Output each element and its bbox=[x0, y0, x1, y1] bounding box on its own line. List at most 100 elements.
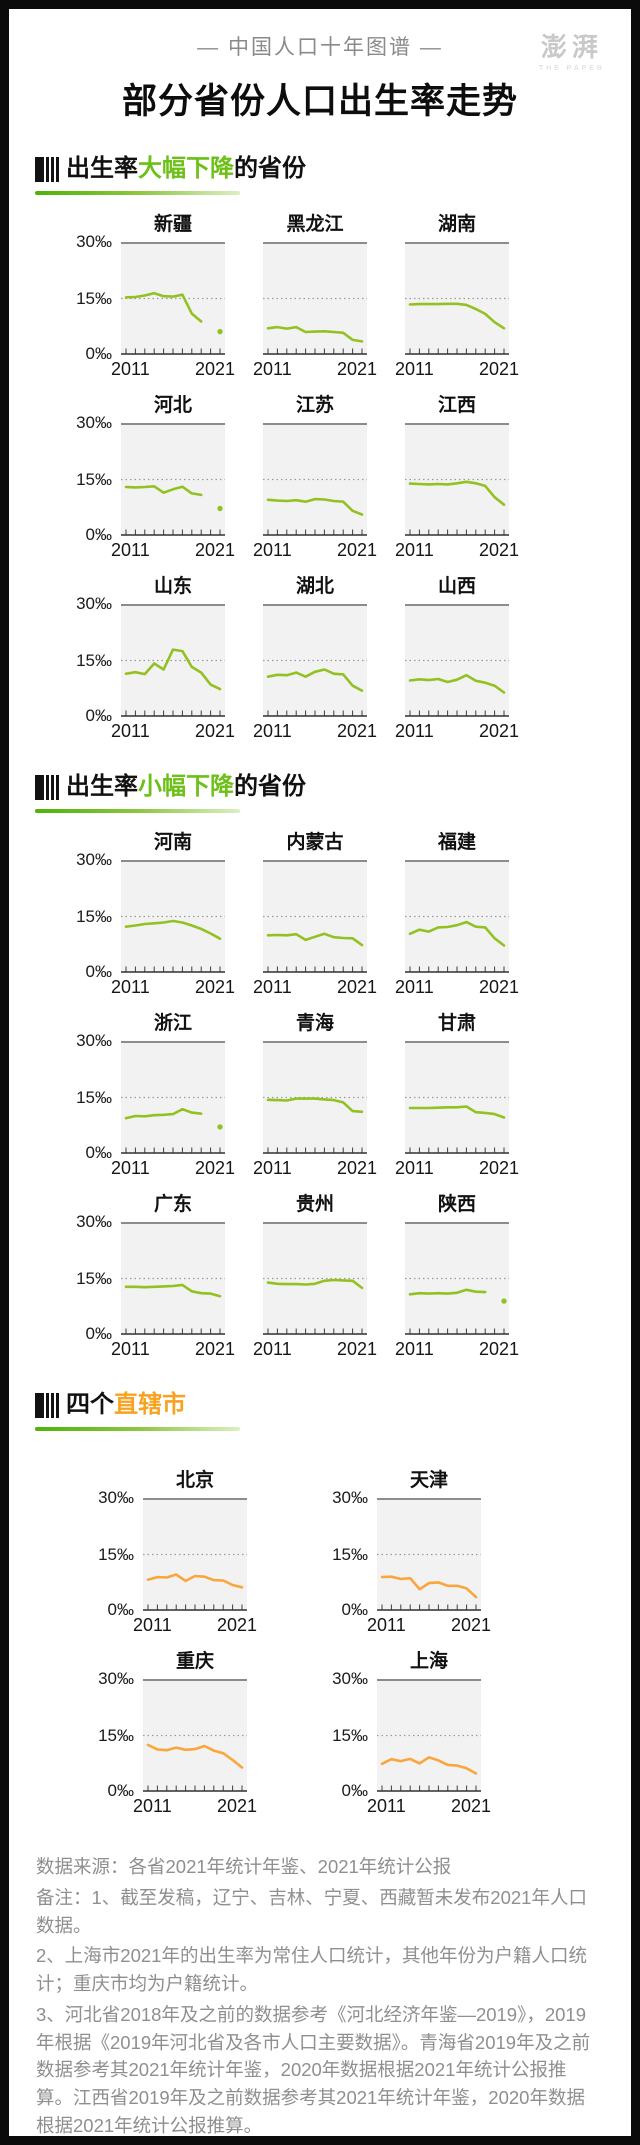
heading-suffix: 的省份 bbox=[234, 773, 306, 800]
heading-highlight: 小幅下降 bbox=[138, 773, 234, 800]
x-axis-labels: 2011 2021 bbox=[111, 540, 235, 560]
x-axis-labels: 2011 2021 bbox=[111, 721, 235, 741]
chart-title: 山西 bbox=[437, 576, 476, 597]
logo-subtitle: THE PAPER bbox=[538, 65, 605, 72]
chart-青海: 青海 2011 2021 bbox=[253, 1012, 377, 1179]
chart-河南: 河南 2011 2021 bbox=[111, 831, 235, 998]
x-axis-labels: 2011 2021 bbox=[253, 1158, 377, 1178]
chart-plot bbox=[121, 242, 225, 355]
chart-plot bbox=[121, 860, 225, 973]
chart-山东: 山东 2011 2021 bbox=[111, 575, 235, 742]
chart-title: 内蒙古 bbox=[286, 832, 344, 853]
chart-title: 新疆 bbox=[153, 214, 192, 235]
x-axis-labels: 2011 2021 bbox=[395, 721, 519, 741]
charts-grid-municipalities: 30‰ 15‰ 0‰ 北京 2011 2021 30‰ 15‰ 0‰ 天津 2011 2021 30… bbox=[9, 1469, 631, 1817]
chart-row: 30‰ 15‰ 0‰ 山东 2011 2021 湖北 2011 2021 山西 2011 202… bbox=[9, 575, 631, 742]
section-underline bbox=[35, 191, 240, 195]
section-underline bbox=[35, 809, 240, 813]
chart-title: 甘肃 bbox=[437, 1013, 476, 1034]
heading-highlight: 大幅下降 bbox=[138, 155, 234, 182]
chart-plot bbox=[405, 423, 509, 536]
x-axis-labels: 2011 2021 bbox=[253, 1339, 377, 1359]
chart-with-axis: 30‰ 15‰ 0‰ 北京 2011 2021 bbox=[85, 1469, 257, 1636]
section-heading-sharp-decline: 出生率 大幅下降 的省份 bbox=[35, 154, 631, 184]
chart-with-axis: 30‰ 15‰ 0‰ 上海 2011 2021 bbox=[319, 1650, 491, 1817]
chart-plot bbox=[263, 423, 367, 536]
chart-plot bbox=[377, 1498, 481, 1611]
footer-note-1: 备注：1、截至发稿，辽宁、吉林、宁夏、西藏暂未发布2021年人口数据。 bbox=[36, 1886, 587, 1936]
chart-row: 30‰ 15‰ 0‰ 浙江 2011 2021 青海 2011 2021 甘肃 2011 202… bbox=[9, 1012, 631, 1179]
x-axis-labels: 2011 2021 bbox=[395, 1158, 519, 1178]
chart-title: 北京 bbox=[175, 1470, 214, 1491]
chart-plot bbox=[405, 1041, 509, 1154]
series-kicker: — 中国人口十年图谱 — bbox=[197, 36, 443, 59]
chart-江西: 江西 2011 2021 bbox=[395, 394, 519, 561]
chart-title: 江苏 bbox=[295, 395, 334, 416]
chart-title: 河南 bbox=[153, 832, 192, 853]
chart-with-axis: 30‰ 15‰ 0‰ 重庆 2011 2021 bbox=[85, 1650, 257, 1817]
chart-plot bbox=[405, 242, 509, 355]
chart-黑龙江: 黑龙江 2011 2021 bbox=[253, 213, 377, 380]
y-axis-labels: 30‰ 15‰ 0‰ bbox=[76, 413, 112, 544]
chart-重庆: 重庆 2011 2021 bbox=[133, 1650, 257, 1817]
chart-title: 上海 bbox=[409, 1651, 448, 1672]
chart-title: 江西 bbox=[437, 395, 476, 416]
chart-河北: 河北 2011 2021 bbox=[111, 394, 235, 561]
bars-icon bbox=[35, 774, 59, 800]
chart-row: 30‰ 15‰ 0‰ 重庆 2011 2021 30‰ 15‰ 0‰ 上海 2011 2021 bbox=[9, 1650, 631, 1817]
bars-icon bbox=[35, 1392, 59, 1418]
chart-贵州: 贵州 2011 2021 bbox=[253, 1193, 377, 1360]
x-axis-labels: 2011 2021 bbox=[133, 1796, 257, 1816]
chart-title: 陕西 bbox=[437, 1194, 476, 1215]
section-heading-slight-decline: 出生率 小幅下降 的省份 bbox=[35, 772, 631, 802]
chart-内蒙古: 内蒙古 2011 2021 bbox=[253, 831, 377, 998]
chart-title: 浙江 bbox=[153, 1013, 192, 1034]
chart-plot bbox=[263, 1222, 367, 1335]
x-axis-labels: 2011 2021 bbox=[253, 977, 377, 997]
y-axis-labels: 30‰ 15‰ 0‰ bbox=[76, 232, 112, 363]
chart-北京: 北京 2011 2021 bbox=[133, 1469, 257, 1636]
section-underline bbox=[35, 1427, 240, 1431]
chart-plot bbox=[143, 1679, 247, 1792]
chart-row: 30‰ 15‰ 0‰ 新疆 2011 2021 黑龙江 2011 2021 湖南 2011 20… bbox=[9, 213, 631, 380]
chart-plot bbox=[263, 860, 367, 973]
chart-title: 湖北 bbox=[295, 576, 334, 597]
x-axis-labels: 2011 2021 bbox=[395, 540, 519, 560]
y-axis-labels: 30‰ 15‰ 0‰ bbox=[76, 1212, 112, 1343]
page-title: 部分省份人口出生率走势 bbox=[121, 82, 518, 121]
heading-prefix: 四个 bbox=[66, 1391, 114, 1418]
chart-title: 福建 bbox=[437, 832, 476, 853]
y-axis-labels: 30‰ 15‰ 0‰ bbox=[98, 1669, 134, 1800]
x-axis-labels: 2011 2021 bbox=[253, 359, 377, 379]
chart-plot bbox=[377, 1679, 481, 1792]
y-axis-labels: 30‰ 15‰ 0‰ bbox=[98, 1488, 134, 1619]
data-source-line: 数据来源：各省2021年统计年鉴、2021年统计公报 bbox=[36, 1856, 452, 1877]
chart-row: 30‰ 15‰ 0‰ 北京 2011 2021 30‰ 15‰ 0‰ 天津 2011 2021 bbox=[9, 1469, 631, 1636]
y-axis-labels: 30‰ 15‰ 0‰ bbox=[332, 1669, 368, 1800]
chart-title: 湖南 bbox=[437, 214, 476, 235]
chart-江苏: 江苏 2011 2021 bbox=[253, 394, 377, 561]
x-axis-labels: 2011 2021 bbox=[367, 1796, 491, 1816]
chart-plot bbox=[121, 604, 225, 717]
heading-prefix: 出生率 bbox=[66, 773, 138, 800]
x-axis-labels: 2011 2021 bbox=[111, 1158, 235, 1178]
x-axis-labels: 2011 2021 bbox=[253, 540, 377, 560]
x-axis-labels: 2011 2021 bbox=[253, 721, 377, 741]
footer-note-2: 2、上海市2021年的出生率为常住人口统计，其他年份为户籍人口统计；重庆市均为户… bbox=[36, 1945, 587, 1994]
footer-note-3: 3、河北省2018年及之前的数据参考《河北经济年鉴—2019》，2019年根据《… bbox=[36, 2003, 591, 2136]
x-axis-labels: 2011 2021 bbox=[395, 1339, 519, 1359]
chart-plot bbox=[405, 1222, 509, 1335]
chart-天津: 天津 2011 2021 bbox=[367, 1469, 491, 1636]
chart-浙江: 浙江 2011 2021 bbox=[111, 1012, 235, 1179]
chart-plot bbox=[121, 1222, 225, 1335]
chart-title: 广东 bbox=[153, 1194, 192, 1215]
chart-with-axis: 30‰ 15‰ 0‰ 天津 2011 2021 bbox=[319, 1469, 491, 1636]
chart-plot bbox=[143, 1498, 247, 1611]
x-axis-labels: 2011 2021 bbox=[133, 1615, 257, 1635]
heading-prefix: 出生率 bbox=[66, 155, 138, 182]
chart-row: 30‰ 15‰ 0‰ 广东 2011 2021 贵州 2011 2021 陕西 2011 202… bbox=[9, 1193, 631, 1360]
chart-title: 黑龙江 bbox=[286, 214, 344, 235]
chart-山西: 山西 2011 2021 bbox=[395, 575, 519, 742]
chart-广东: 广东 2011 2021 bbox=[111, 1193, 235, 1360]
chart-title: 重庆 bbox=[175, 1651, 214, 1672]
